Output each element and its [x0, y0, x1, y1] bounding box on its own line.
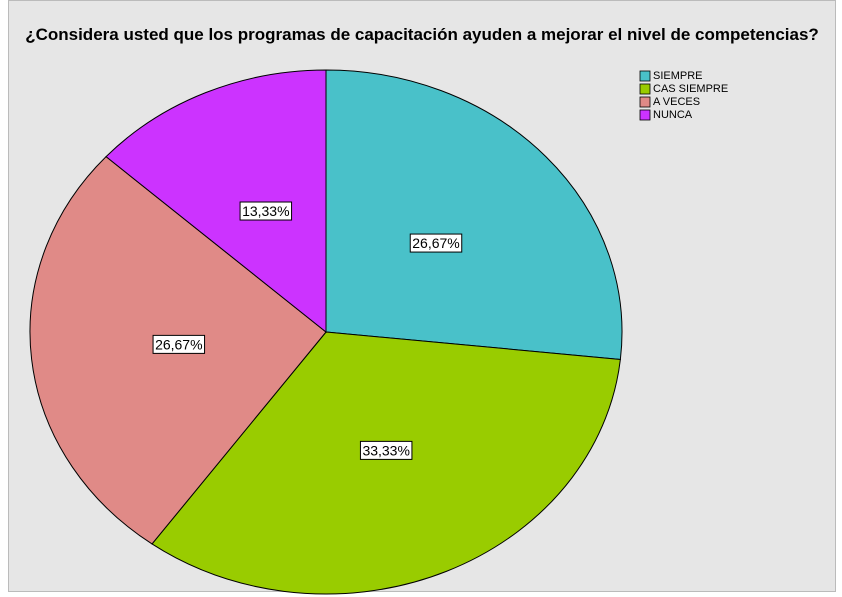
legend-swatch [639, 83, 651, 95]
data-label-box [152, 334, 206, 354]
data-label-box [409, 233, 463, 253]
data-label-box [239, 201, 293, 221]
legend-label: A VECES [653, 96, 700, 108]
data-label-box [359, 440, 413, 460]
chart-title: ¿Considera usted que los programas de ca… [25, 25, 819, 44]
pie-slice [105, 69, 327, 334]
legend-label: CAS SIEMPRE [653, 83, 728, 95]
pie-slice [151, 331, 621, 595]
pie-slice [325, 69, 623, 360]
data-label: 33,33% [362, 442, 409, 458]
legend-swatch [639, 109, 651, 121]
legend-swatch [639, 70, 651, 82]
legend-swatch [639, 96, 651, 108]
legend-label: NUNCA [653, 109, 693, 121]
data-label: 26,67% [155, 336, 202, 352]
legend-label: SIEMPRE [653, 70, 703, 82]
data-label: 13,33% [242, 203, 289, 219]
data-label: 26,67% [412, 235, 459, 251]
